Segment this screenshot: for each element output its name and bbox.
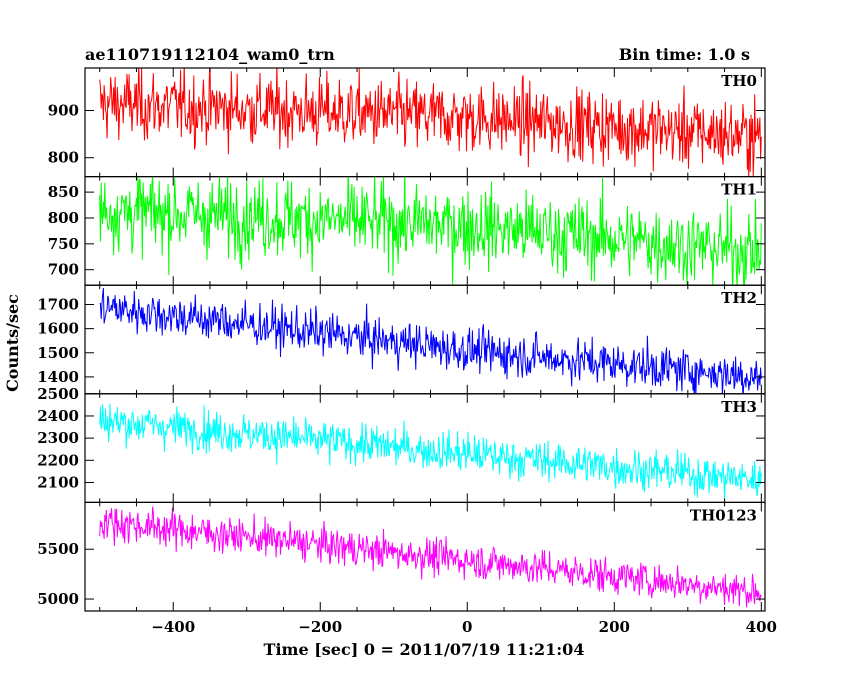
- panel-th1: 700 750 800 850 TH1: [48, 176, 766, 286]
- panel-th0123: 5000 5500 TH0123: [37, 501, 766, 612]
- panel-label: TH0123: [690, 506, 757, 524]
- series-line-th2: [99, 287, 762, 394]
- chart-right-title: Bin time: 1.0 s: [619, 45, 750, 64]
- series-line-th0123: [99, 506, 762, 608]
- x-tick-label: −200: [298, 618, 342, 636]
- y-tick-label: 2400: [37, 407, 79, 425]
- y-tick-label: 700: [48, 261, 79, 279]
- y-tick-label: 1500: [37, 344, 79, 362]
- y-tick-label: 5000: [37, 590, 79, 608]
- panel-th0: 800 900 TH0: [48, 67, 766, 178]
- y-tick-label: 1700: [37, 296, 79, 314]
- y-tick-label: 1600: [37, 320, 79, 338]
- x-tick-label: 0: [462, 618, 472, 636]
- x-tick-label: 200: [599, 618, 630, 636]
- x-tick-label: −400: [151, 618, 195, 636]
- panel-label: TH3: [721, 398, 757, 416]
- panel-frame: [84, 501, 766, 612]
- chart-left-title: ae110719112104_wam0_trn: [85, 45, 335, 64]
- y-tick-label: 900: [48, 101, 79, 119]
- y-tick-label: 1400: [37, 368, 79, 386]
- panel-label: TH1: [721, 181, 757, 199]
- y-tick-label: 5500: [37, 540, 79, 558]
- x-axis-label: Time [sec] 0 = 2011/07/19 11:21:04: [264, 640, 585, 659]
- y-tick-label: 800: [48, 209, 79, 227]
- y-tick-label: 2500: [37, 385, 79, 403]
- panel-label: TH0: [721, 72, 757, 90]
- y-tick-label: 2100: [37, 473, 79, 491]
- y-tick-label: 2300: [37, 429, 79, 447]
- series-line-th1: [99, 176, 762, 286]
- panel-frame: [84, 176, 766, 286]
- y-axis-label: Counts/sec: [3, 294, 22, 392]
- panel-group: 800 900 TH0 700 750 800 850 TH1 1400 1500 1600 1700…: [37, 67, 777, 636]
- y-tick-label: 750: [48, 235, 79, 253]
- panel-label: TH2: [721, 289, 757, 307]
- panel-th3: 2100 2200 2300 2400 2500 TH3: [37, 385, 766, 503]
- y-tick-label: 850: [48, 183, 79, 201]
- series-line-th0: [99, 68, 762, 177]
- panel-th2: 1400 1500 1600 1700 TH2: [37, 284, 766, 395]
- series-line-th3: [99, 403, 762, 500]
- y-tick-label: 2200: [37, 451, 79, 469]
- y-tick-label: 800: [48, 149, 79, 167]
- x-tick-label: 400: [746, 618, 777, 636]
